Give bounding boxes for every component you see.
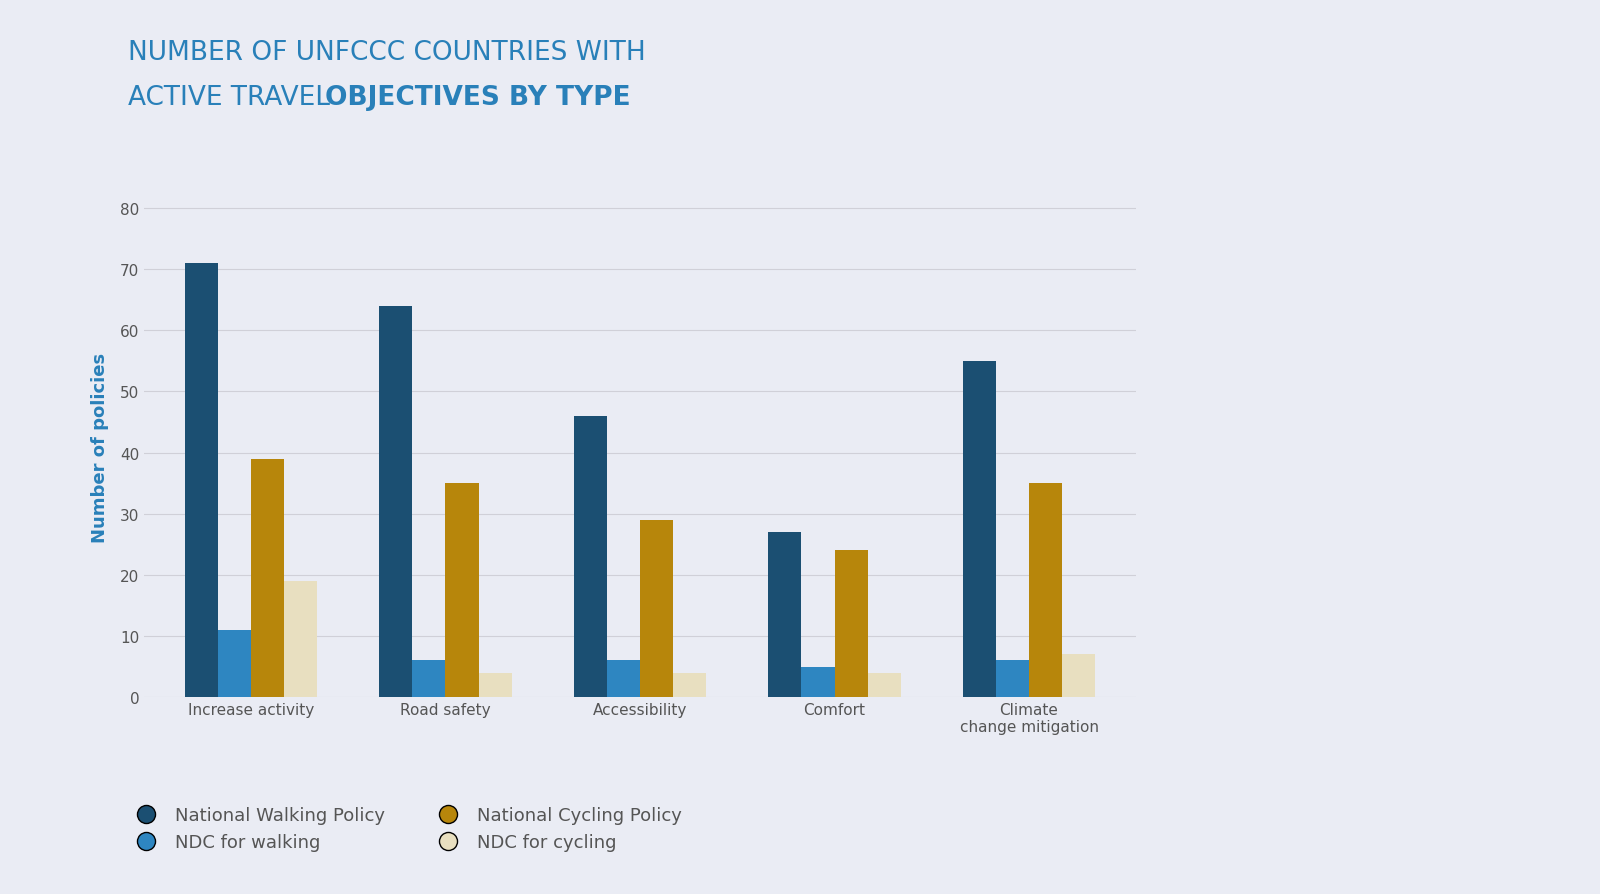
Text: OBJECTIVES BY TYPE: OBJECTIVES BY TYPE	[325, 85, 630, 111]
Bar	[251, 460, 285, 697]
Bar	[574, 417, 606, 697]
Bar	[768, 533, 802, 697]
Bar	[413, 661, 445, 697]
Bar	[640, 520, 674, 697]
Y-axis label: Number of policies: Number of policies	[91, 352, 109, 542]
Bar	[867, 673, 901, 697]
Bar	[186, 264, 218, 697]
Bar	[802, 667, 835, 697]
Bar	[606, 661, 640, 697]
Bar	[285, 581, 317, 697]
Legend: National Walking Policy, NDC for walking, National Cycling Policy, NDC for cycli: National Walking Policy, NDC for walking…	[122, 798, 690, 858]
Text: NUMBER OF UNFCCC COUNTRIES WITH: NUMBER OF UNFCCC COUNTRIES WITH	[128, 40, 646, 66]
Bar	[963, 361, 995, 697]
Bar	[1029, 484, 1062, 697]
Bar	[674, 673, 706, 697]
Bar	[218, 630, 251, 697]
Bar	[1062, 654, 1094, 697]
Bar	[478, 673, 512, 697]
Bar	[835, 551, 867, 697]
Text: ACTIVE TRAVEL: ACTIVE TRAVEL	[128, 85, 338, 111]
Bar	[445, 484, 478, 697]
Bar	[379, 307, 413, 697]
Bar	[995, 661, 1029, 697]
